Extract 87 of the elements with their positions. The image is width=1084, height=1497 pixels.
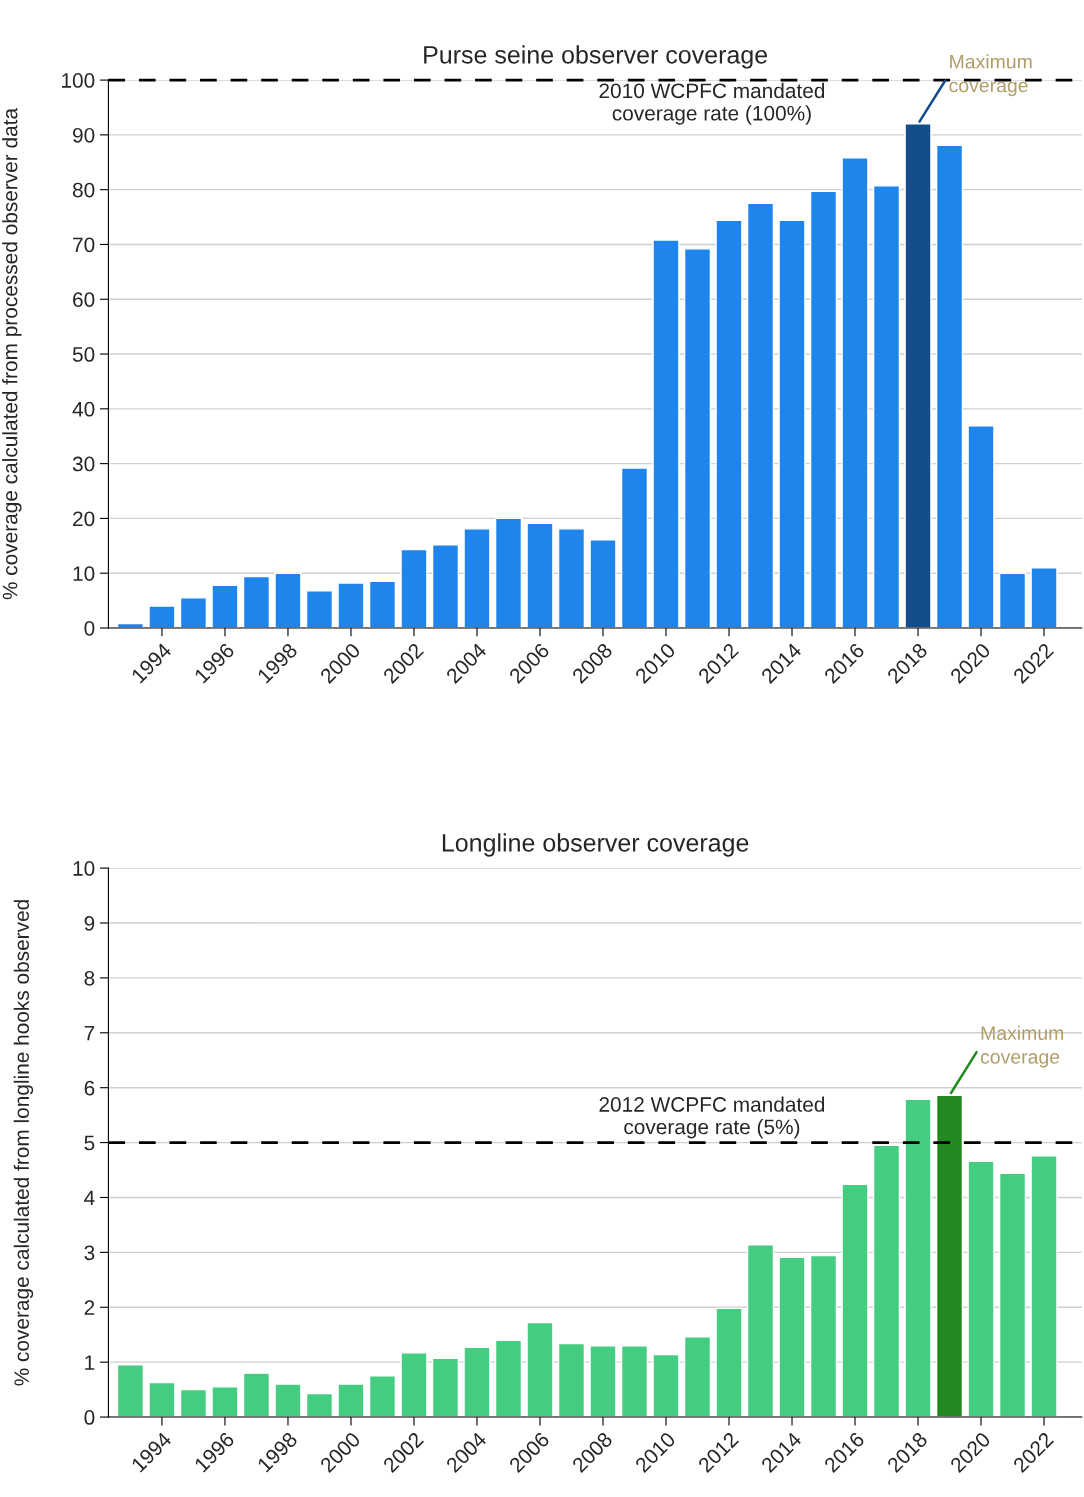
bar bbox=[242, 1372, 271, 1418]
bar bbox=[431, 1357, 460, 1418]
y-tick-label: 10 bbox=[73, 566, 95, 581]
bar bbox=[809, 190, 838, 628]
y-tick-label: 3 bbox=[84, 1245, 95, 1261]
bar bbox=[998, 572, 1027, 628]
bar bbox=[652, 239, 680, 628]
bar bbox=[494, 517, 523, 628]
bar bbox=[872, 185, 901, 628]
bar bbox=[526, 1321, 554, 1418]
bar bbox=[337, 582, 365, 628]
y-tick-label: 1 bbox=[85, 1355, 95, 1370]
bar bbox=[368, 1375, 397, 1418]
bar bbox=[967, 1160, 995, 1418]
annotation: Maximum coverage bbox=[949, 54, 1032, 97]
y-tick-label: 90 bbox=[73, 127, 95, 143]
bar bbox=[337, 1383, 365, 1418]
bar bbox=[274, 1383, 302, 1418]
bar bbox=[715, 219, 743, 628]
y-tick-label: 10 bbox=[73, 861, 95, 876]
y-tick-label: 6 bbox=[84, 1080, 95, 1096]
y-tick-label: 8 bbox=[84, 970, 95, 986]
bar bbox=[935, 144, 964, 628]
y-tick-label: 40 bbox=[72, 401, 95, 417]
y-tick-label: 100 bbox=[62, 73, 95, 88]
bar bbox=[1030, 567, 1058, 628]
y-tick-label: 80 bbox=[72, 182, 95, 198]
bar bbox=[715, 1307, 743, 1418]
bar bbox=[148, 605, 176, 628]
bar bbox=[526, 522, 554, 628]
bar bbox=[179, 597, 208, 628]
bar bbox=[872, 1144, 901, 1418]
y-tick-label: 7 bbox=[84, 1026, 95, 1041]
bar bbox=[1030, 1155, 1058, 1418]
bar bbox=[211, 584, 239, 628]
bar bbox=[431, 544, 460, 628]
y-axis-title: % coverage calculated from processed observer data bbox=[2, 107, 22, 600]
bar bbox=[305, 1392, 334, 1418]
y-tick-label: 50 bbox=[72, 347, 95, 362]
bar bbox=[841, 157, 869, 628]
bar bbox=[809, 1254, 838, 1418]
y-tick-label: 60 bbox=[73, 292, 95, 307]
bar bbox=[683, 1336, 712, 1418]
bar bbox=[463, 1346, 491, 1418]
bar bbox=[746, 202, 775, 628]
bar bbox=[179, 1388, 208, 1418]
chart-title: Purse seine observer coverage bbox=[424, 45, 768, 69]
bar bbox=[557, 528, 586, 628]
y-tick-label: 0 bbox=[84, 1410, 95, 1425]
bar bbox=[211, 1386, 239, 1418]
bar bbox=[274, 572, 302, 628]
bar bbox=[400, 1352, 428, 1418]
annotation: Maximum coverage bbox=[980, 1025, 1064, 1068]
y-tick-label: 20 bbox=[73, 511, 95, 527]
bar bbox=[368, 580, 397, 628]
bar bbox=[589, 539, 617, 628]
bar bbox=[148, 1381, 176, 1418]
bar bbox=[400, 548, 428, 628]
bar bbox=[242, 575, 271, 628]
bar bbox=[746, 1243, 775, 1418]
bar bbox=[620, 1345, 649, 1418]
chart-title: Longline observer coverage bbox=[442, 833, 749, 857]
y-tick-label: 70 bbox=[73, 237, 95, 253]
y-axis-title: % coverage calculated from longline hooks observed bbox=[13, 900, 34, 1386]
bar bbox=[683, 248, 712, 628]
bar bbox=[967, 425, 995, 628]
y-tick-label: 5 bbox=[84, 1135, 95, 1151]
y-tick-label: 30 bbox=[72, 456, 95, 472]
bar bbox=[998, 1172, 1027, 1418]
y-tick-label: 9 bbox=[84, 916, 95, 931]
ref-line-label: 2010 WCPFC mandated coverage rate (100%) bbox=[599, 82, 825, 125]
bar bbox=[589, 1345, 617, 1418]
bar bbox=[904, 1098, 932, 1418]
y-tick-label: 4 bbox=[84, 1190, 95, 1206]
ref-line-label: 2012 WCPFC mandated coverage rate (5%) bbox=[599, 1096, 825, 1139]
y-tick-label: 2 bbox=[84, 1300, 95, 1315]
bar bbox=[557, 1342, 586, 1418]
bar bbox=[778, 219, 806, 628]
y-tick-label: 0 bbox=[84, 620, 95, 636]
bar bbox=[620, 467, 649, 628]
bar bbox=[494, 1339, 523, 1418]
bar bbox=[778, 1256, 806, 1418]
bar bbox=[652, 1353, 680, 1418]
bar bbox=[463, 528, 491, 628]
bar bbox=[305, 590, 334, 628]
bar bbox=[841, 1183, 869, 1418]
bar bbox=[116, 1364, 145, 1418]
